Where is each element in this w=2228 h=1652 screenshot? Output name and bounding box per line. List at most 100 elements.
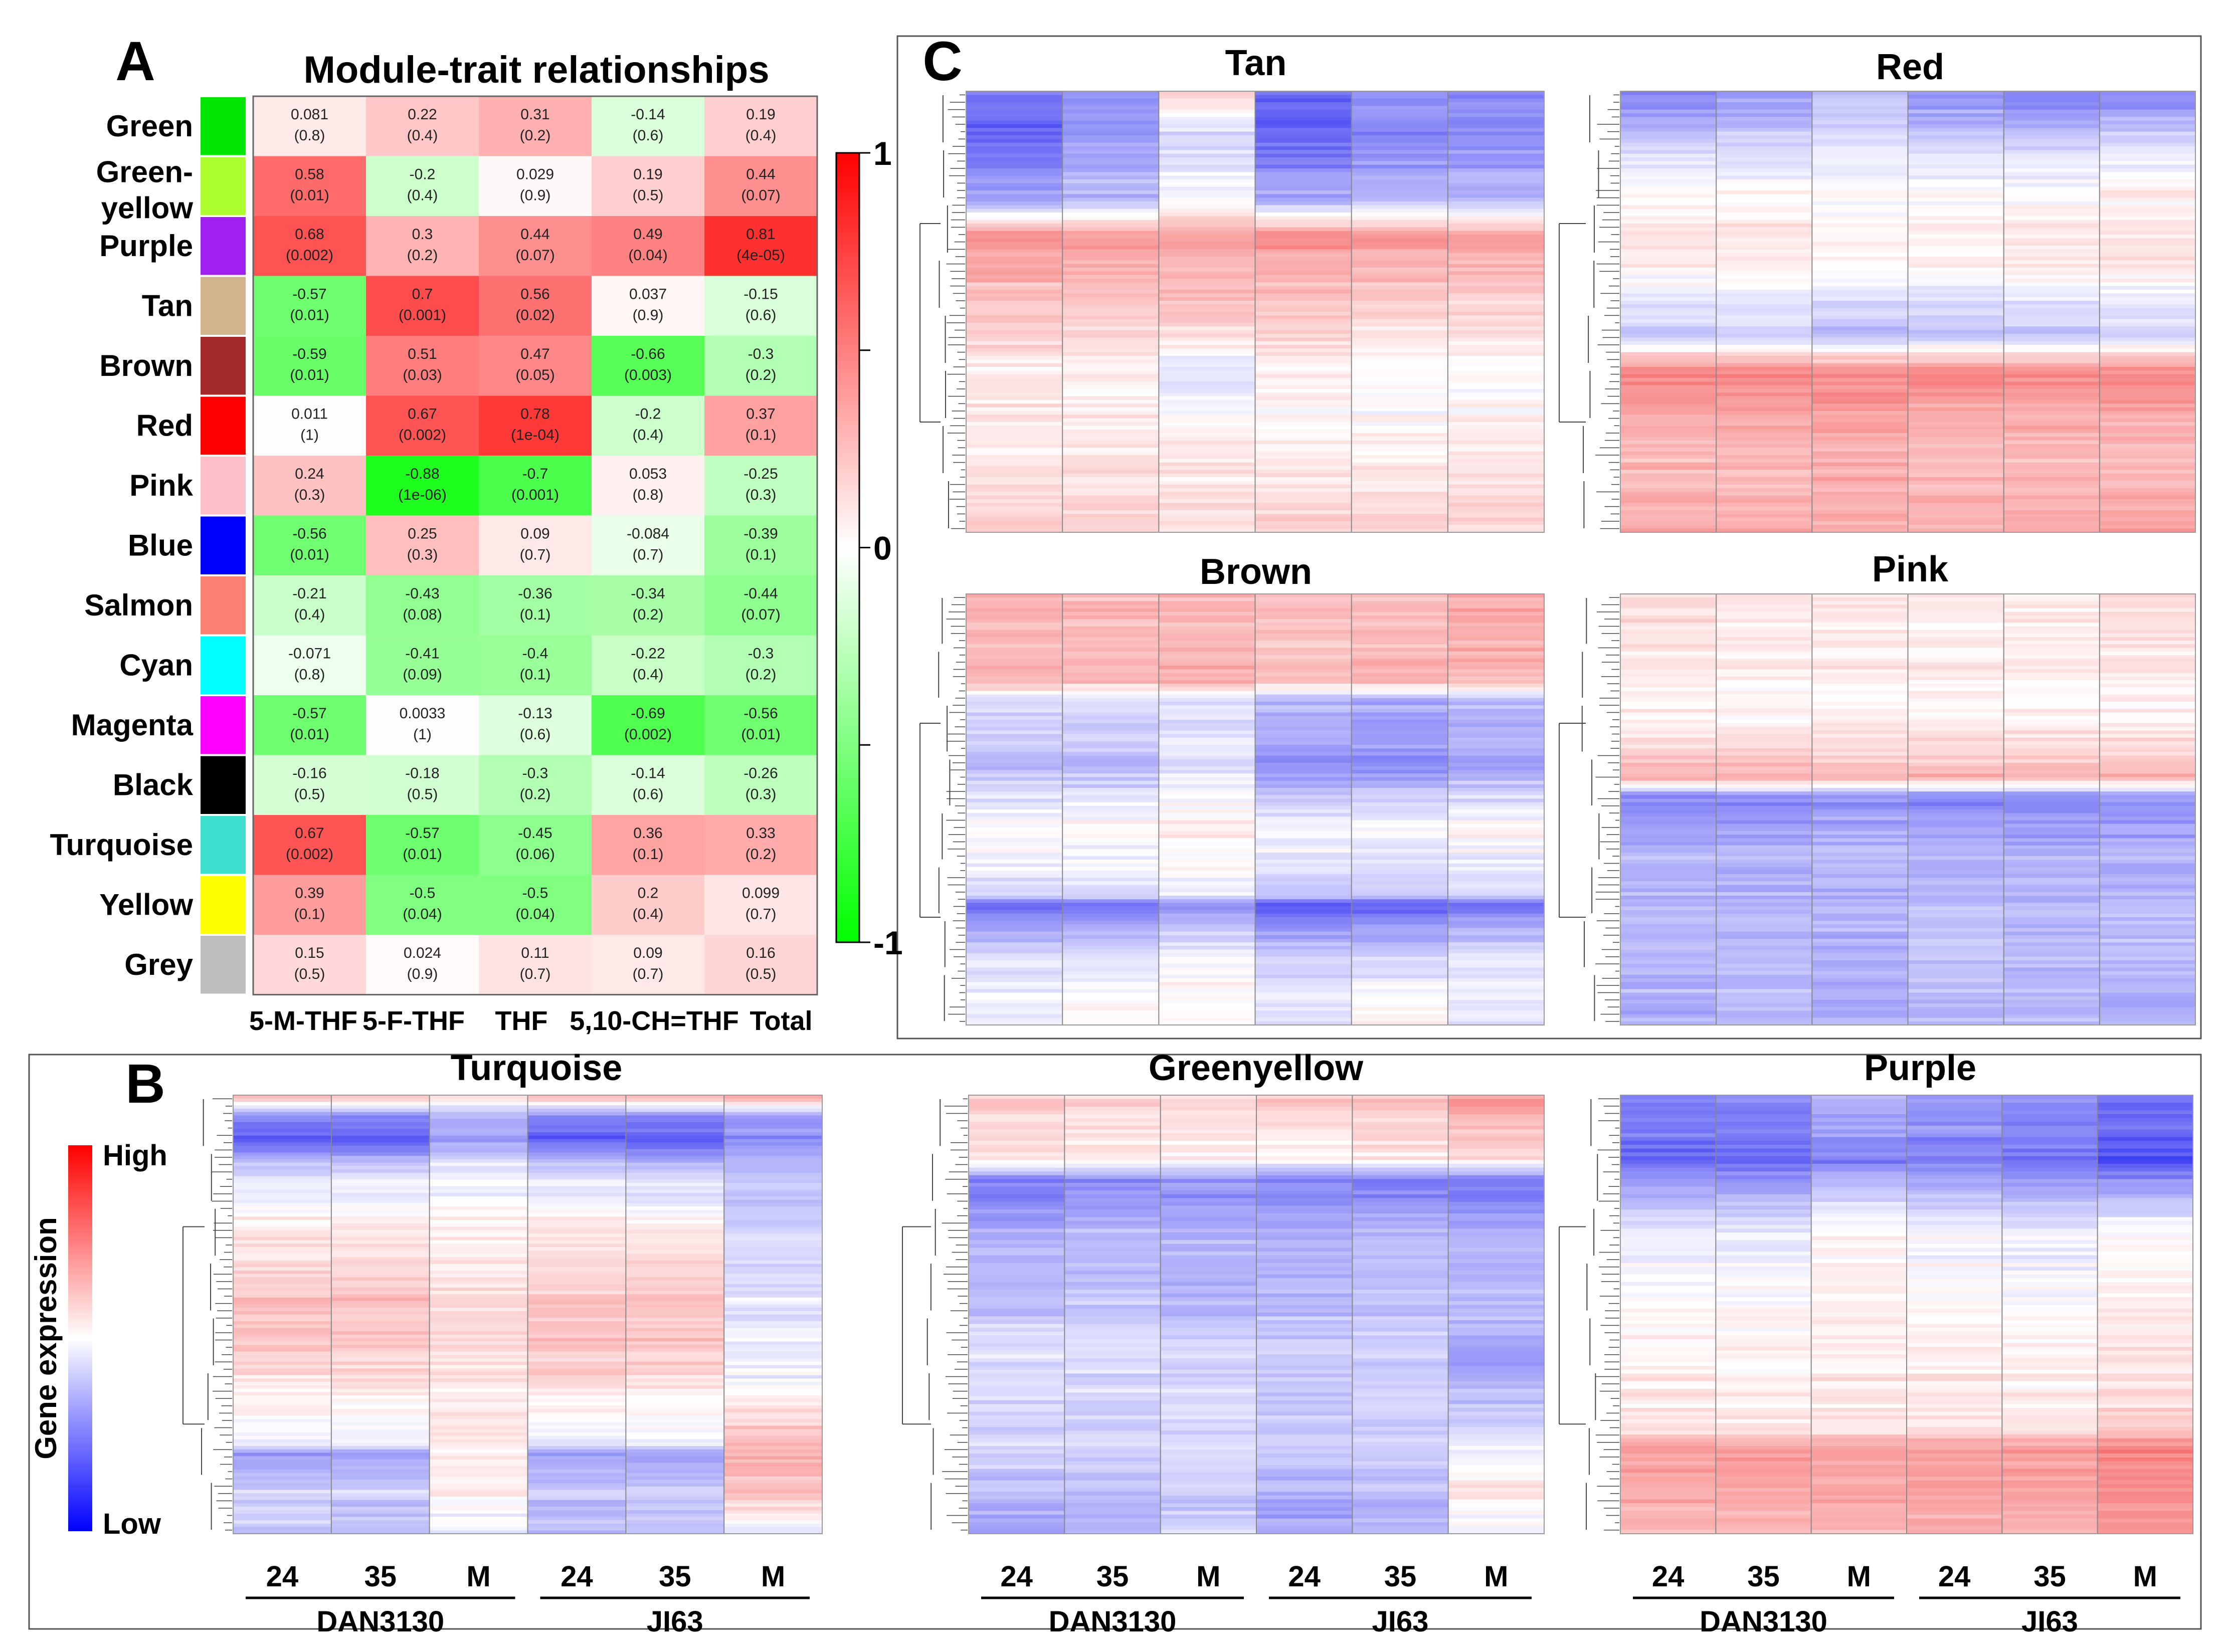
heatmap-cell xyxy=(1159,870,1256,875)
heatmap-cell xyxy=(2097,1122,2193,1126)
heatmap-cell xyxy=(1620,623,1717,627)
heatmap-cell xyxy=(1812,164,1909,169)
heatmap-cell xyxy=(724,1415,823,1419)
heatmap-cell xyxy=(966,831,1063,835)
heatmap-cell xyxy=(626,1226,724,1230)
heatmap-cell xyxy=(1620,1446,1716,1451)
heatmap-cell xyxy=(1255,249,1352,254)
heatmap-cell xyxy=(1255,881,1352,886)
heatmap-cell xyxy=(1811,1194,1907,1199)
heatmap-cell xyxy=(1062,448,1159,452)
heatmap-cell xyxy=(527,1247,626,1251)
cell-pvalue-label: (0.001) xyxy=(511,487,559,503)
heatmap-cell xyxy=(1811,1373,1907,1378)
heatmap-cell xyxy=(1716,1469,1812,1473)
heatmap-cell xyxy=(429,1233,528,1237)
heatmap-cell xyxy=(1351,517,1448,522)
heatmap-cell xyxy=(2003,455,2100,459)
heatmap-cell xyxy=(1255,910,1352,914)
heatmap-cell xyxy=(1811,1267,1907,1271)
heatmap-cell xyxy=(1159,791,1256,795)
heatmap-cell xyxy=(1160,1514,1257,1519)
heatmap-cell xyxy=(1812,370,1909,375)
heatmap-cell xyxy=(1812,719,1909,724)
heatmap-cell xyxy=(527,1334,626,1339)
heatmap-cell xyxy=(1351,352,1448,356)
heatmap-cell xyxy=(2097,1362,2193,1366)
heatmap-cell xyxy=(1907,1530,2002,1534)
heatmap-cell xyxy=(253,96,366,156)
heatmap-cell xyxy=(1716,1122,1812,1126)
heatmap-cell xyxy=(2097,1442,2193,1447)
heatmap-cell xyxy=(2002,1263,2098,1267)
heatmap-cell xyxy=(1160,1148,1257,1153)
heatmap-cell xyxy=(1256,1213,1353,1218)
heatmap-cell xyxy=(1447,766,1545,770)
heatmap-cell xyxy=(969,1446,1065,1451)
heatmap-cell xyxy=(724,1486,823,1491)
heatmap-cell xyxy=(724,1466,823,1470)
trait-labels: 5-M-THF 5-F-THF THF 5,10-CH=THF Total xyxy=(249,1006,812,1036)
heatmap-cell xyxy=(1064,1297,1161,1302)
heatmap-cell xyxy=(724,1422,823,1426)
heatmap-cell xyxy=(966,444,1063,448)
heatmap-cell xyxy=(527,1105,626,1109)
heatmap-cell xyxy=(1255,608,1352,612)
heatmap-cell xyxy=(429,1432,528,1436)
heatmap-cell xyxy=(1062,172,1159,176)
heatmap-cell xyxy=(1908,209,2004,213)
heatmap-cell xyxy=(1908,282,2004,287)
heatmap-cell xyxy=(2097,1339,2193,1344)
heatmap-cell xyxy=(2099,676,2196,681)
heatmap-cell xyxy=(1352,1507,1449,1511)
heatmap-cell xyxy=(1716,1419,1812,1423)
heatmap-cell xyxy=(1447,687,1545,692)
heatmap-cell xyxy=(1716,684,1812,688)
heatmap-cell xyxy=(1352,1293,1449,1298)
heatmap-cell xyxy=(626,1395,724,1399)
heatmap-cell xyxy=(331,1318,430,1322)
heatmap-cell xyxy=(1716,730,1812,735)
heatmap-cell xyxy=(1352,1259,1449,1264)
module-label: Purple xyxy=(99,229,193,263)
heatmap-cell xyxy=(1811,1106,1907,1111)
heatmap-cell xyxy=(2002,1282,2098,1287)
heatmap-cell xyxy=(1160,1324,1257,1328)
heatmap-cell xyxy=(1716,201,1812,205)
cell-pvalue-label: (0.01) xyxy=(290,307,329,324)
heatmap-cell xyxy=(966,924,1063,929)
heatmap-cell xyxy=(966,949,1063,954)
heatmap-cell xyxy=(1255,856,1352,860)
heatmap-cell xyxy=(1907,1465,2002,1470)
heatmap-cell xyxy=(233,1183,332,1187)
heatmap-cell xyxy=(1447,378,1545,382)
heatmap-cell xyxy=(1062,142,1159,147)
heatmap-cell xyxy=(527,1169,626,1173)
module-label: Pink xyxy=(129,469,193,502)
heatmap-cell xyxy=(1255,615,1352,620)
heatmap-cell xyxy=(966,488,1063,492)
heatmap-cell xyxy=(2097,1392,2193,1397)
heatmap-cell xyxy=(1716,279,1812,283)
heatmap-cell xyxy=(2097,1114,2193,1119)
heatmap-cell xyxy=(1351,455,1448,459)
heatmap-cell xyxy=(331,1328,430,1332)
heatmap-cell xyxy=(1811,1137,1907,1141)
heatmap-cell xyxy=(1159,719,1256,724)
heatmap-cell xyxy=(1716,1156,1812,1160)
heatmap-cell xyxy=(1351,308,1448,312)
heatmap-cell xyxy=(331,1503,430,1507)
heatmap-cell xyxy=(626,1193,724,1197)
heatmap-cell xyxy=(626,1388,724,1392)
heatmap-cell xyxy=(331,1176,430,1180)
column-label: 24 xyxy=(1652,1560,1685,1593)
heatmap-cell xyxy=(1716,1244,1812,1248)
heatmap-cell xyxy=(1716,615,1812,620)
cell-correlation-label: -0.22 xyxy=(631,646,665,662)
heatmap-cell xyxy=(1448,1293,1545,1298)
heatmap-cell xyxy=(331,1105,430,1109)
heatmap-cell xyxy=(233,1122,332,1126)
heatmap-cell xyxy=(626,1398,724,1403)
heatmap-cell xyxy=(2097,1354,2193,1359)
heatmap-cell xyxy=(1447,1010,1545,1015)
